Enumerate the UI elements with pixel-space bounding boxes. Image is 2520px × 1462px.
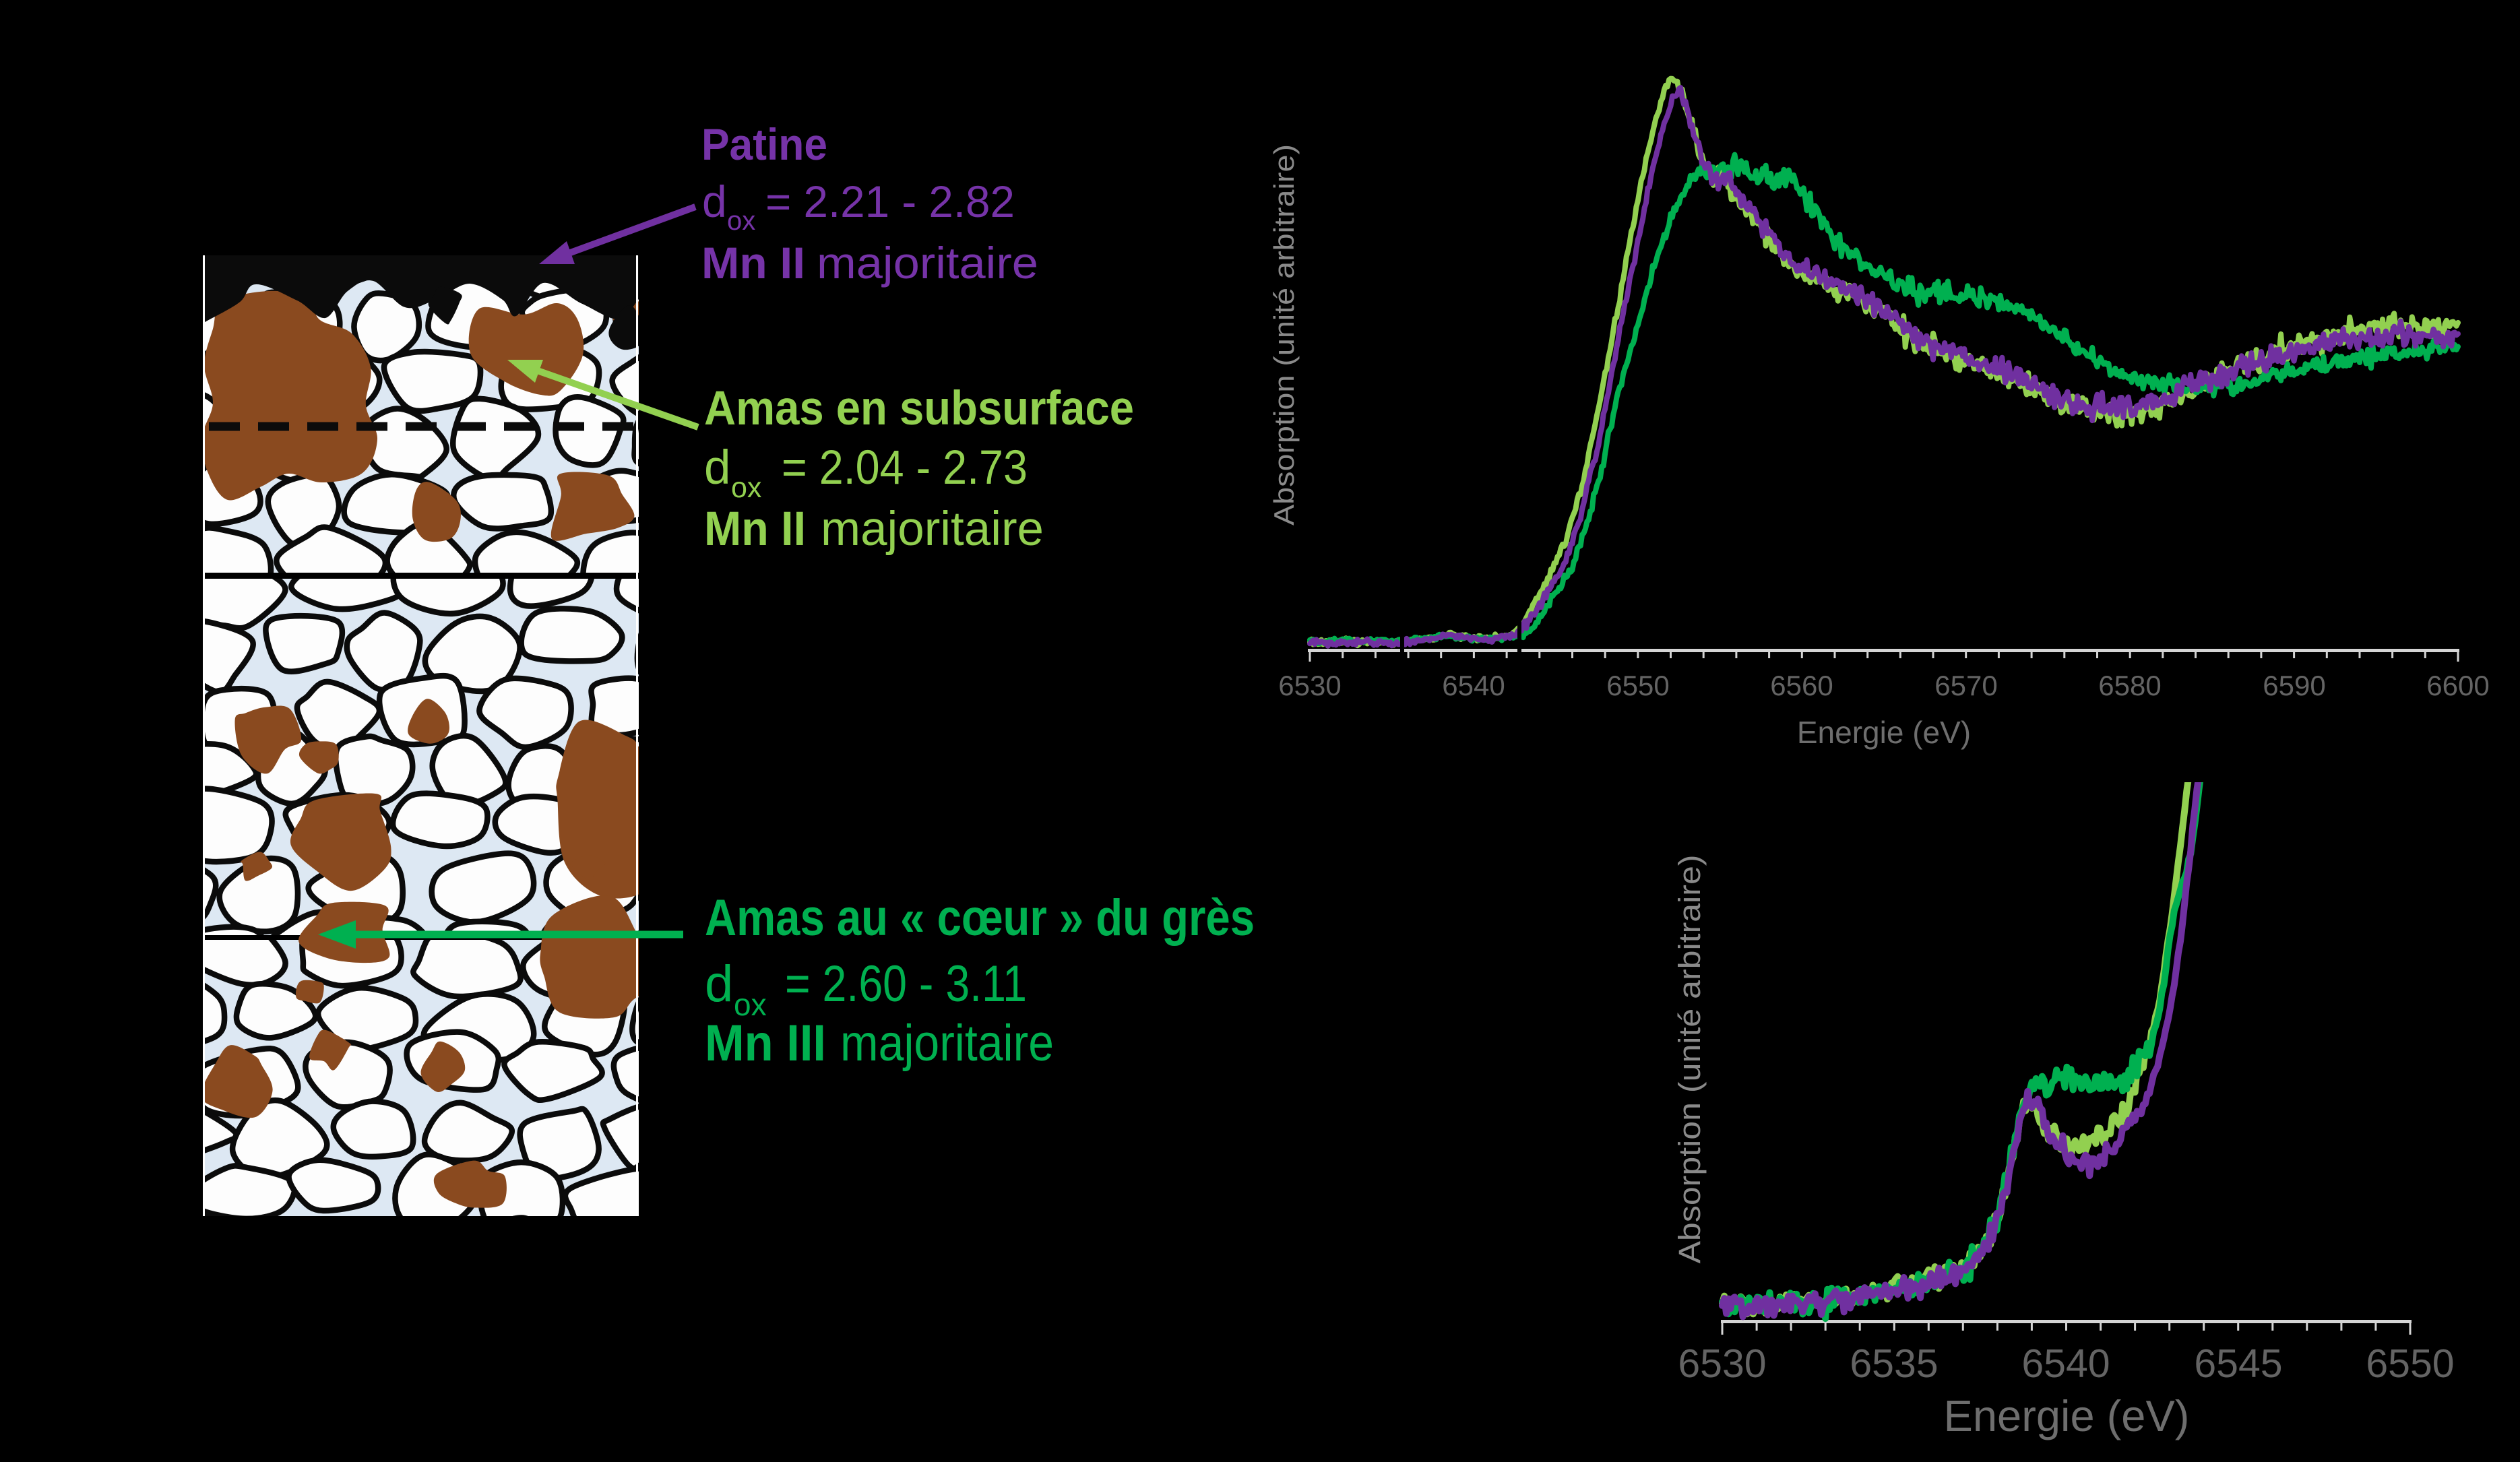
svg-text:Mn III: Mn III [705, 1015, 826, 1072]
svg-text:Absorption (unité arbitraire): Absorption (unité arbitraire) [1672, 855, 1707, 1264]
svg-text:ox: ox [731, 472, 762, 504]
svg-text:6550: 6550 [1606, 670, 1669, 701]
svg-text:6530: 6530 [1678, 1341, 1766, 1386]
svg-text:majoritaire: majoritaire [817, 238, 1038, 288]
svg-text:= 2.60 - 3.11: = 2.60 - 3.11 [785, 955, 1027, 1013]
svg-text:6545: 6545 [2194, 1341, 2282, 1386]
svg-text:Absorption (unité arbitraire): Absorption (unité arbitraire) [1268, 144, 1300, 526]
svg-text:Amas au « cœur » du grès: Amas au « cœur » du grès [705, 889, 1255, 947]
svg-text:majoritaire: majoritaire [821, 503, 1044, 556]
svg-text:d: d [705, 955, 733, 1013]
svg-text:Energie (eV): Energie (eV) [1797, 715, 1971, 750]
svg-text:6535: 6535 [1850, 1341, 1938, 1386]
svg-text:Mn II: Mn II [704, 503, 806, 556]
svg-text:Mn II: Mn II [701, 238, 805, 288]
svg-text:6550: 6550 [2366, 1341, 2454, 1386]
svg-text:6540: 6540 [1442, 670, 1505, 701]
svg-text:Energie (eV): Energie (eV) [1944, 1391, 2190, 1440]
svg-text:Amas en subsurface: Amas en subsurface [704, 382, 1134, 435]
svg-text:6530: 6530 [1278, 670, 1341, 701]
svg-text:6570: 6570 [1934, 670, 1997, 701]
svg-text:= 2.04 - 2.73: = 2.04 - 2.73 [782, 441, 1028, 495]
svg-text:ox: ox [734, 987, 767, 1022]
svg-text:6590: 6590 [2263, 670, 2325, 701]
svg-text:d: d [704, 441, 731, 495]
svg-text:6560: 6560 [1770, 670, 1833, 701]
svg-text:6580: 6580 [2098, 670, 2161, 701]
svg-text:= 2.21 - 2.82: = 2.21 - 2.82 [765, 177, 1015, 226]
svg-text:d: d [702, 177, 727, 226]
svg-text:ox: ox [727, 206, 755, 236]
svg-text:6600: 6600 [2426, 670, 2489, 701]
svg-text:Patine: Patine [701, 119, 827, 169]
svg-text:majoritaire: majoritaire [840, 1015, 1054, 1072]
svg-text:6540: 6540 [2021, 1341, 2110, 1386]
